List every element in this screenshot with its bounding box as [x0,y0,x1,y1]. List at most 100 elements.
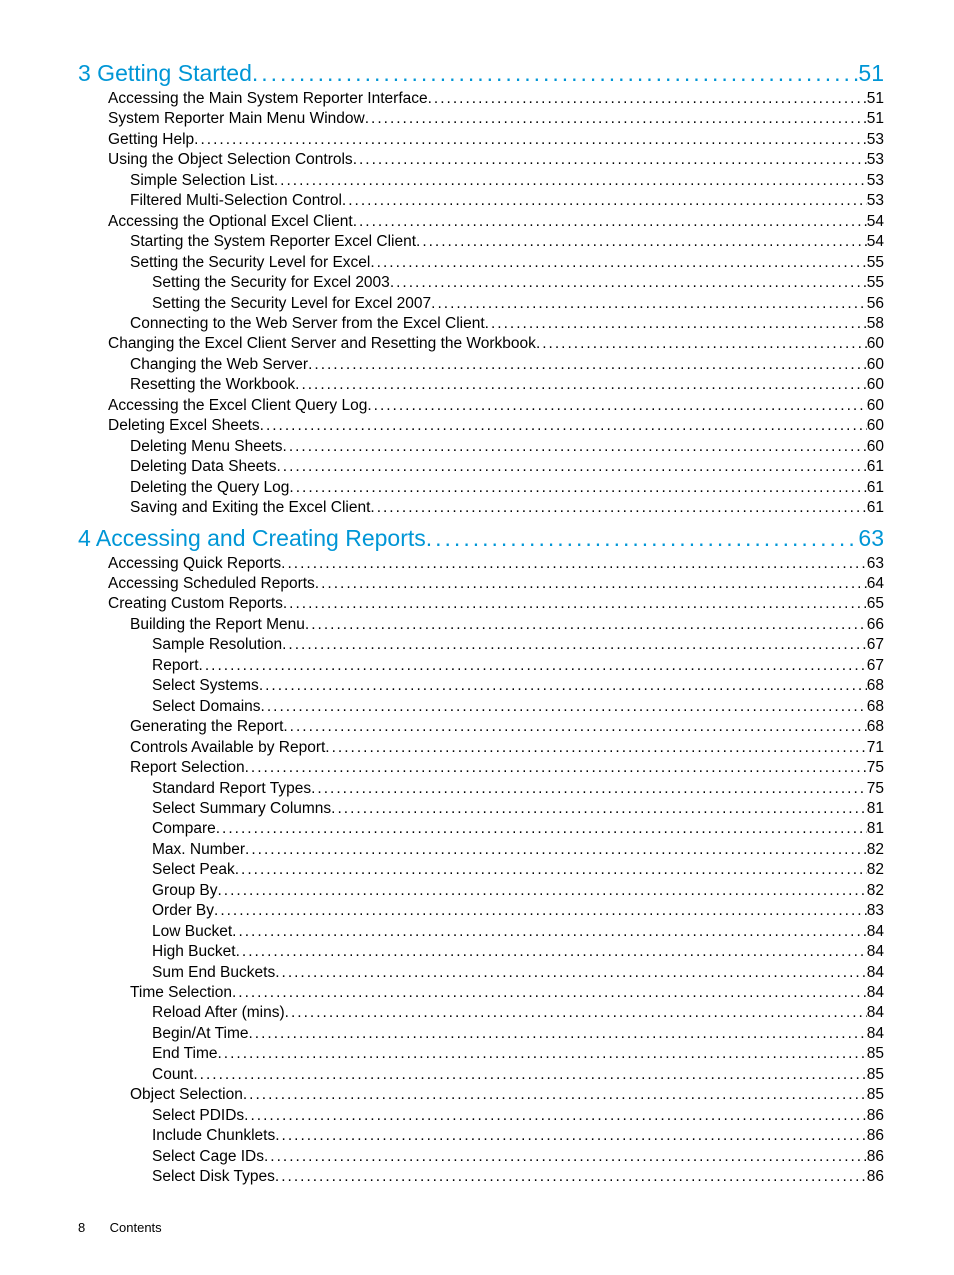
toc-entry-page[interactable]: 81 [867,799,884,819]
toc-entry-label[interactable]: Accessing the Excel Client Query Log [108,396,367,416]
toc-entry-label[interactable]: Accessing Quick Reports [108,554,281,574]
toc-entry-label[interactable]: Order By [152,901,214,921]
toc-entry-label[interactable]: Count [152,1065,193,1085]
toc-entry-label[interactable]: Resetting the Workbook [130,375,295,395]
toc-entry-page[interactable]: 60 [867,375,884,395]
toc-entry-page[interactable]: 84 [867,983,884,1003]
toc-entry-label[interactable]: Select Cage IDs [152,1147,264,1167]
toc-entry-page[interactable]: 83 [867,901,884,921]
toc-entry-page[interactable]: 84 [867,942,884,962]
toc-entry-page[interactable]: 64 [867,574,884,594]
toc-entry-label[interactable]: Sum End Buckets [152,963,275,983]
toc-entry-label[interactable]: Max. Number [152,840,245,860]
toc-entry-label[interactable]: Changing the Excel Client Server and Res… [108,334,536,354]
toc-entry-label[interactable]: Select Summary Columns [152,799,331,819]
toc-entry-page[interactable]: 61 [867,457,884,477]
toc-entry-page[interactable]: 84 [867,922,884,942]
toc-entry-label[interactable]: Saving and Exiting the Excel Client [130,498,370,518]
toc-entry-label[interactable]: Begin/At Time [152,1024,249,1044]
toc-entry-label[interactable]: Include Chunklets [152,1126,275,1146]
toc-entry-page[interactable]: 86 [867,1126,884,1146]
toc-entry-label[interactable]: Accessing the Main System Reporter Inter… [108,89,428,109]
toc-entry-label[interactable]: 3 Getting Started [78,60,252,87]
toc-entry-label[interactable]: Report Selection [130,758,245,778]
toc-entry-page[interactable]: 66 [867,615,884,635]
toc-entry-label[interactable]: Select Domains [152,697,261,717]
toc-entry-page[interactable]: 82 [867,860,884,880]
toc-entry-page[interactable]: 84 [867,1024,884,1044]
toc-entry-label[interactable]: Low Bucket [152,922,232,942]
toc-entry-page[interactable]: 60 [867,355,884,375]
toc-entry-page[interactable]: 55 [867,273,884,293]
toc-entry-page[interactable]: 53 [867,171,884,191]
toc-entry-label[interactable]: Select Disk Types [152,1167,275,1187]
toc-entry-label[interactable]: Setting the Security Level for Excel 200… [152,294,431,314]
toc-entry-page[interactable]: 86 [867,1147,884,1167]
toc-entry-page[interactable]: 85 [867,1065,884,1085]
toc-entry-page[interactable]: 75 [867,758,884,778]
toc-entry-label[interactable]: Deleting Data Sheets [130,457,276,477]
toc-entry-label[interactable]: System Reporter Main Menu Window [108,109,365,129]
toc-entry-label[interactable]: Generating the Report [130,717,283,737]
toc-entry-page[interactable]: 58 [867,314,884,334]
toc-entry-page[interactable]: 65 [867,594,884,614]
toc-entry-label[interactable]: Standard Report Types [152,779,311,799]
toc-entry-label[interactable]: Simple Selection List [130,171,274,191]
toc-entry-label[interactable]: Setting the Security Level for Excel [130,253,370,273]
toc-entry-label[interactable]: Building the Report Menu [130,615,305,635]
toc-entry-label[interactable]: Filtered Multi-Selection Control [130,191,342,211]
toc-entry-page[interactable]: 82 [867,840,884,860]
toc-entry-page[interactable]: 53 [867,150,884,170]
toc-entry-label[interactable]: High Bucket [152,942,236,962]
toc-entry-page[interactable]: 60 [867,416,884,436]
toc-entry-label[interactable]: Object Selection [130,1085,243,1105]
toc-entry-page[interactable]: 86 [867,1106,884,1126]
toc-entry-label[interactable]: Select PDIDs [152,1106,244,1126]
toc-entry-label[interactable]: Deleting Excel Sheets [108,416,260,436]
toc-entry-label[interactable]: Using the Object Selection Controls [108,150,353,170]
toc-entry-page[interactable]: 68 [867,676,884,696]
toc-entry-page[interactable]: 81 [867,819,884,839]
toc-entry-page[interactable]: 60 [867,334,884,354]
toc-entry-page[interactable]: 63 [867,554,884,574]
toc-entry-page[interactable]: 67 [867,656,884,676]
toc-entry-label[interactable]: Sample Resolution [152,635,282,655]
toc-entry-label[interactable]: Creating Custom Reports [108,594,283,614]
toc-entry-label[interactable]: Select Peak [152,860,235,880]
toc-entry-page[interactable]: 53 [867,130,884,150]
toc-entry-page[interactable]: 56 [867,294,884,314]
toc-entry-page[interactable]: 68 [867,697,884,717]
toc-entry-page[interactable]: 51 [867,109,884,129]
toc-entry-page[interactable]: 53 [867,191,884,211]
toc-entry-label[interactable]: Group By [152,881,217,901]
toc-entry-page[interactable]: 71 [867,738,884,758]
toc-entry-label[interactable]: Compare [152,819,216,839]
toc-entry-page[interactable]: 51 [867,89,884,109]
toc-entry-page[interactable]: 54 [867,212,884,232]
toc-entry-label[interactable]: Deleting Menu Sheets [130,437,283,457]
toc-entry-page[interactable]: 85 [867,1044,884,1064]
toc-entry-label[interactable]: Getting Help [108,130,194,150]
toc-entry-label[interactable]: Connecting to the Web Server from the Ex… [130,314,485,334]
toc-entry-page[interactable]: 60 [867,396,884,416]
toc-entry-page[interactable]: 84 [867,1003,884,1023]
toc-entry-label[interactable]: End Time [152,1044,217,1064]
toc-entry-label[interactable]: Controls Available by Report [130,738,325,758]
toc-entry-page[interactable]: 60 [867,437,884,457]
toc-entry-page[interactable]: 61 [867,478,884,498]
toc-entry-label[interactable]: Select Systems [152,676,259,696]
toc-entry-label[interactable]: Setting the Security for Excel 2003 [152,273,390,293]
toc-entry-page[interactable]: 84 [867,963,884,983]
toc-entry-page[interactable]: 51 [858,60,884,87]
toc-entry-page[interactable]: 55 [867,253,884,273]
toc-entry-page[interactable]: 63 [858,525,884,552]
toc-entry-page[interactable]: 75 [867,779,884,799]
toc-entry-label[interactable]: Starting the System Reporter Excel Clien… [130,232,416,252]
toc-entry-label[interactable]: Changing the Web Server [130,355,308,375]
toc-entry-page[interactable]: 68 [867,717,884,737]
toc-entry-page[interactable]: 86 [867,1167,884,1187]
toc-entry-page[interactable]: 85 [867,1085,884,1105]
toc-entry-label[interactable]: 4 Accessing and Creating Reports [78,525,426,552]
toc-entry-label[interactable]: Deleting the Query Log [130,478,289,498]
toc-entry-page[interactable]: 67 [867,635,884,655]
